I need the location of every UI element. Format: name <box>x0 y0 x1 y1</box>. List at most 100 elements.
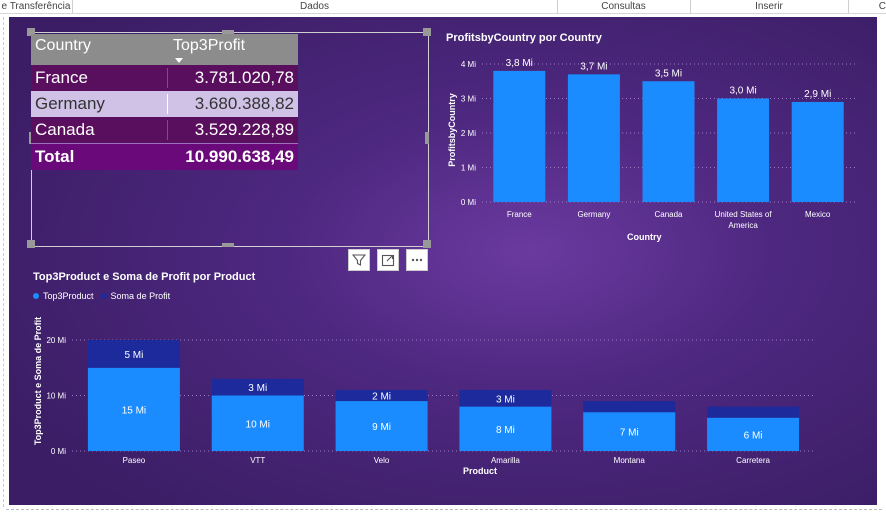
country-chart-xlabel: Country <box>627 232 662 242</box>
resize-handle-top-right[interactable] <box>423 28 431 36</box>
more-options-icon <box>411 258 423 262</box>
legend-marker-soma-de-profit <box>100 293 107 299</box>
bar <box>791 101 844 202</box>
data-label: 3,0 Mi <box>729 86 756 97</box>
resize-handle-top[interactable] <box>222 30 234 34</box>
table-cell-country: France <box>35 68 88 87</box>
y-tick-label: 4 Mi <box>461 60 476 69</box>
table-cell-country: Canada <box>35 120 95 139</box>
ribbon-group-calculations: C <box>878 1 886 12</box>
table-row[interactable]: France 3.781.020,78 <box>31 65 298 91</box>
x-tick-label: Montana <box>614 456 646 465</box>
column-header-country[interactable]: Country <box>35 37 92 54</box>
legend-marker-top3product <box>33 293 39 299</box>
bar-top3product <box>335 401 428 451</box>
y-tick-label: 0 Mi <box>51 447 66 456</box>
profit-table: Country Top3Profit France 3.781.020,78 G… <box>31 34 298 170</box>
bar-top3product <box>211 395 304 451</box>
bar <box>493 70 546 203</box>
y-tick-label: 3 Mi <box>461 95 476 104</box>
product-chart-legend: Top3Product Soma de Profit <box>33 291 170 301</box>
country-chart-title: ProfitsbyCountry por Country <box>446 32 602 44</box>
data-label: 8 Mi <box>496 425 515 436</box>
y-tick-label: 20 Mi <box>46 336 66 345</box>
data-label: 2 Mi <box>372 392 391 403</box>
y-tick-label: 1 Mi <box>461 164 476 173</box>
data-label: 9 Mi <box>372 422 391 433</box>
product-chart-xlabel: Product <box>463 466 498 476</box>
data-label: 10 Mi <box>246 419 270 430</box>
ribbon-group-insert: Inserir <box>690 0 849 14</box>
x-tick-label: Amarilla <box>491 456 520 465</box>
product-chart-title: Top3Product e Soma de Profit por Product <box>33 271 256 283</box>
x-tick-label: Paseo <box>123 456 146 465</box>
data-label: 3,8 Mi <box>506 58 533 69</box>
bar-soma-de-profit <box>335 389 428 402</box>
legend-label-soma-de-profit: Soma de Profit <box>110 291 171 301</box>
y-tick-label: 2 Mi <box>461 129 476 138</box>
bar-soma-de-profit <box>459 389 552 407</box>
focus-mode-icon <box>381 254 395 267</box>
table-total-value: 10.990.638,49 <box>185 147 294 166</box>
bar-soma-de-profit <box>87 340 180 368</box>
x-tick-label: Mexico <box>805 210 831 219</box>
bar <box>717 98 770 202</box>
sort-descending-icon <box>175 58 183 63</box>
ribbon-group-clipboard: e Transferência <box>0 0 73 14</box>
focus-mode-button[interactable] <box>377 249 399 271</box>
x-tick-label: Canada <box>654 210 683 219</box>
x-tick-label: United States of <box>715 210 773 219</box>
resize-handle-bottom[interactable] <box>222 243 234 247</box>
filter-button[interactable] <box>348 249 370 271</box>
table-header-row: Country Top3Profit <box>31 34 298 65</box>
data-label: 7 Mi <box>620 428 639 439</box>
data-label: 3,7 Mi <box>580 61 607 72</box>
more-options-button[interactable] <box>406 249 428 271</box>
table-cell-value: 3.529.228,89 <box>167 120 298 140</box>
resize-handle-bottom-left[interactable] <box>27 240 35 248</box>
y-tick-label: 0 Mi <box>461 198 476 207</box>
data-label: 5 Mi <box>124 350 143 361</box>
table-row[interactable]: Canada 3.529.228,89 <box>31 117 298 143</box>
x-tick-label: France <box>507 210 532 219</box>
x-tick-label: America <box>728 221 758 230</box>
data-label: 15 Mi <box>122 405 146 416</box>
data-label: 3 Mi <box>248 383 267 394</box>
country-bar-chart: 0 Mi 1 Mi 2 Mi 3 Mi 4 Mi 3,8 Mi France 3,7 Mi Ge… <box>461 58 855 230</box>
x-tick-label: Germany <box>577 210 610 219</box>
resize-handle-top-left[interactable] <box>27 28 35 36</box>
table-cell-value: 3.781.020,78 <box>167 68 298 88</box>
y-tick-label: 10 Mi <box>46 392 66 401</box>
bar-soma-de-profit <box>707 406 800 418</box>
ribbon-group-labels: e Transferência Dados Consultas Inserir … <box>0 0 886 14</box>
table-cell-country: Germany <box>35 94 105 113</box>
x-tick-label: Velo <box>374 456 390 465</box>
data-label: 2,9 Mi <box>804 89 831 100</box>
x-tick-label: VTT <box>250 456 265 465</box>
bar <box>642 81 695 202</box>
table-cell-value: 3.680.388,82 <box>167 94 298 114</box>
data-label: 6 Mi <box>744 430 763 441</box>
canvas-left-edge <box>3 17 4 507</box>
table-row[interactable]: Germany 3.680.388,82 <box>31 91 298 117</box>
bar-top3product <box>87 367 180 451</box>
bar-top3product <box>707 417 800 451</box>
table-total-row: Total 10.990.638,49 <box>31 143 298 170</box>
ribbon-group-queries: Consultas <box>557 0 691 14</box>
column-header-top3profit-label: Top3Profit <box>173 37 246 54</box>
bar <box>567 74 620 202</box>
canvas-bottom-edge <box>6 509 882 510</box>
product-stacked-bar-chart: 0 Mi 10 Mi 20 Mi 15 Mi 5 Mi Paseo 10 Mi 3 Mi VTT… <box>46 336 815 465</box>
column-header-top3profit[interactable]: Top3Profit <box>167 37 298 63</box>
data-label: 3,5 Mi <box>655 68 682 79</box>
bar-top3product <box>459 406 552 451</box>
table-total-label: Total <box>35 147 75 166</box>
data-label: 3 Mi <box>496 394 515 405</box>
filter-icon <box>352 254 366 266</box>
x-tick-label: Carretera <box>736 456 770 465</box>
resize-handle-right[interactable] <box>425 132 429 144</box>
resize-handle-bottom-right[interactable] <box>423 240 431 248</box>
bar-soma-de-profit <box>583 401 676 413</box>
ribbon-group-data: Dados <box>72 0 558 14</box>
bar-top3product <box>583 412 676 451</box>
